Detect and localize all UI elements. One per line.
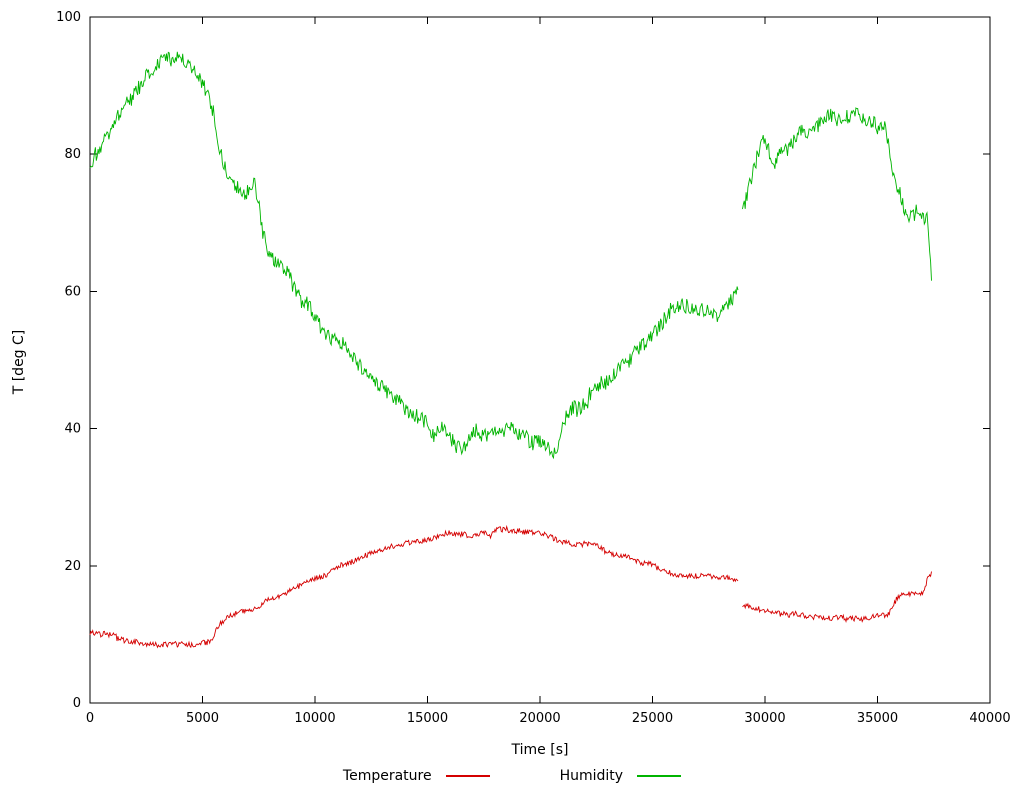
legend-label-temperature: Temperature [342, 768, 432, 784]
svg-text:40000: 40000 [969, 711, 1010, 726]
svg-text:0: 0 [73, 696, 81, 711]
legend-entry-temperature: Temperature [343, 768, 490, 784]
legend-line-sample-temperature [445, 775, 490, 777]
legend-line-sample-humidity [637, 775, 682, 777]
y-axis-label: T [deg C] [11, 329, 27, 395]
svg-text:20: 20 [64, 559, 81, 574]
svg-text:25000: 25000 [632, 711, 673, 726]
svg-text:35000: 35000 [857, 711, 898, 726]
svg-text:5000: 5000 [186, 711, 219, 726]
svg-text:20000: 20000 [519, 711, 560, 726]
svg-text:60: 60 [64, 284, 81, 299]
svg-text:80: 80 [64, 147, 81, 162]
legend-entry-humidity: Humidity [559, 768, 682, 784]
svg-text:0: 0 [86, 711, 94, 726]
svg-text:100: 100 [56, 10, 81, 25]
svg-text:10000: 10000 [294, 711, 335, 726]
svg-text:30000: 30000 [744, 711, 785, 726]
x-axis-label: Time [s] [511, 742, 569, 758]
legend-label-humidity: Humidity [559, 768, 624, 784]
legend: Temperature Humidity [0, 768, 1024, 784]
svg-text:15000: 15000 [407, 711, 448, 726]
svg-text:40: 40 [64, 422, 81, 437]
